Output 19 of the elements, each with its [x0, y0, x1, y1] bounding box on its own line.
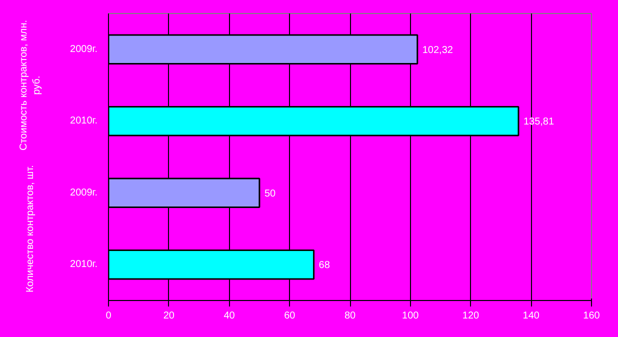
data-label: 68 — [318, 260, 330, 272]
y-tick-label: 2009г. — [70, 187, 98, 198]
x-tick-label: 100 — [402, 310, 420, 322]
data-label: 102,32 — [422, 44, 454, 56]
x-tick-label: 140 — [522, 310, 540, 322]
text: Количество контрактов, шт. — [25, 165, 36, 292]
text: Стоимость контрактов, млн. руб. — [18, 20, 43, 151]
x-tick-label: 40 — [224, 310, 236, 322]
y-tick-label: 2009г. — [70, 44, 98, 55]
x-tick-label: 60 — [284, 310, 296, 322]
y-tick-label: 2010г. — [70, 116, 98, 127]
data-label: 50 — [264, 188, 276, 200]
y-tick-label: 2010г. — [70, 259, 98, 270]
x-tick-label: 80 — [344, 310, 356, 322]
x-tick-label: 0 — [106, 310, 112, 322]
x-tick-label: 120 — [462, 310, 480, 322]
data-label: 135,81 — [523, 116, 554, 128]
x-tick-label: 160 — [583, 310, 600, 322]
x-tick-label: 20 — [163, 310, 175, 322]
